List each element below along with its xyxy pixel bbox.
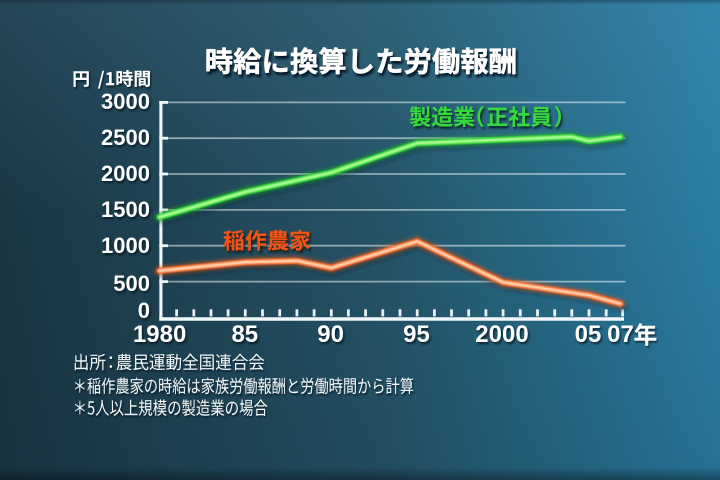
x-tick-label-2000: 2000 [475, 321, 529, 349]
series-label-manufacturing [409, 106, 561, 128]
y-tick-label-3000: 3000 [101, 89, 150, 115]
series-1-highlight [158, 240, 622, 306]
source-note-glyphs [74, 353, 265, 371]
chart-title-glyphs [206, 46, 516, 75]
chart-title [206, 46, 516, 75]
series-line-1 [154, 236, 627, 312]
source-note [74, 353, 265, 371]
x-tick-label-2005: 05 [574, 321, 602, 349]
series-line-0 [154, 131, 627, 225]
x-tick-label-2007: 07 [607, 321, 634, 349]
series-label-manufacturing-glyphs [409, 106, 561, 128]
series-label-rice-farmers-glyphs [223, 229, 311, 251]
footnote-manufacturing-scale [74, 399, 268, 416]
y-axis-unit-label [73, 70, 150, 89]
footnote-rice-calc-glyphs [74, 377, 414, 395]
series-0-highlight [158, 135, 622, 219]
series-1-shadow [158, 241, 627, 312]
series-label-rice-farmers [223, 229, 311, 251]
footnote-rice-calc [74, 377, 414, 395]
y-tick-label-2500: 2500 [101, 125, 150, 151]
x-tick-label-1995: 95 [403, 321, 430, 349]
y-axis-unit-glyphs [73, 70, 150, 89]
y-tick-label-1500: 1500 [101, 196, 150, 222]
y-tick-label-1000: 1000 [101, 232, 150, 258]
footnote-manufacturing-scale-glyphs [74, 399, 268, 416]
y-tick-label-0: 0 [137, 298, 150, 324]
series-lines [154, 131, 627, 312]
x-axis-year-suffix-glyph [634, 323, 657, 346]
x-tick-label-1980: 1980 [132, 321, 187, 349]
y-tick-label-2000: 2000 [101, 161, 150, 187]
x-tick-label-1990: 90 [317, 321, 344, 349]
x-axis-year-suffix [634, 323, 657, 346]
y-tick-label-500: 500 [113, 270, 150, 296]
x-tick-label-1985: 85 [231, 321, 259, 349]
